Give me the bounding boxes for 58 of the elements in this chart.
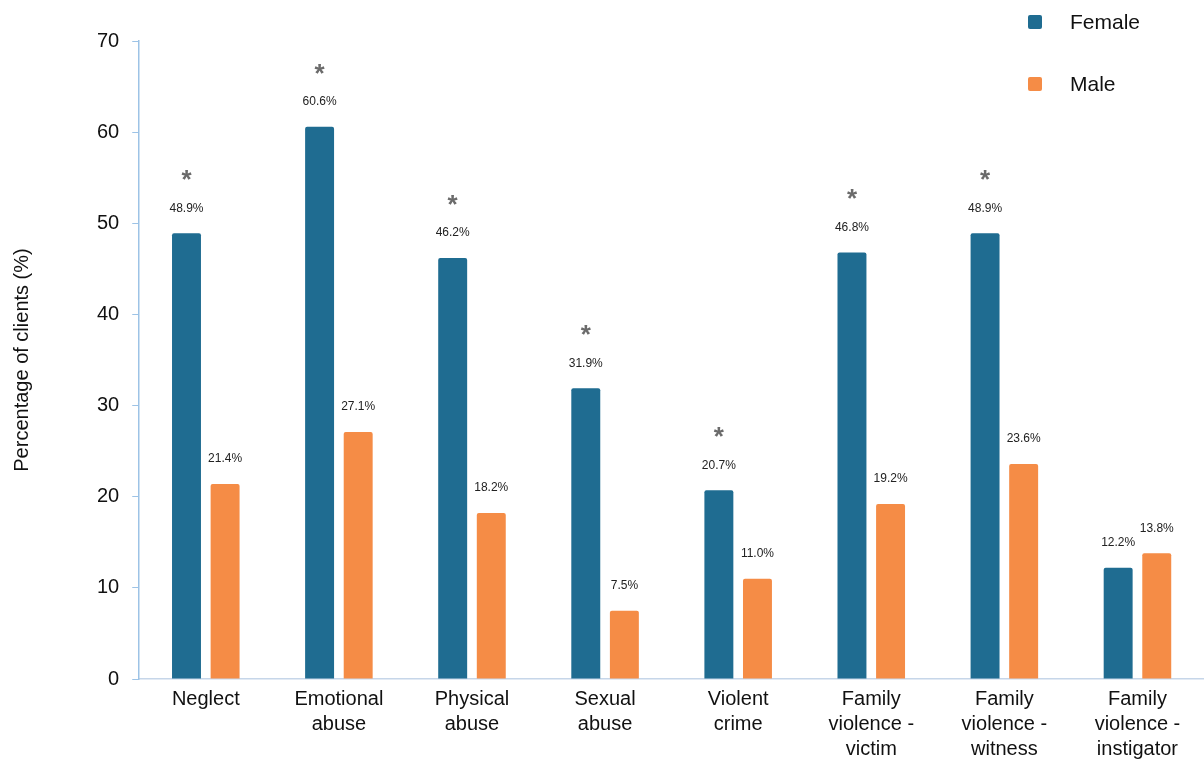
x-tick-label: Neglect xyxy=(171,687,241,710)
bar xyxy=(970,233,1000,679)
y-tick-label: 20 xyxy=(97,484,120,507)
bar xyxy=(1103,567,1133,679)
data-label: 31.9% xyxy=(568,355,604,370)
data-label: 7.5% xyxy=(610,577,639,592)
data-label: 13.8% xyxy=(1139,520,1175,535)
data-label: 12.2% xyxy=(1101,535,1136,550)
data-label: 60.6% xyxy=(302,93,337,108)
bar xyxy=(571,388,601,679)
y-tick-label: 30 xyxy=(97,393,120,416)
y-tick-label: 40 xyxy=(97,301,120,324)
data-label: 21.4% xyxy=(208,451,243,466)
bar xyxy=(305,126,335,679)
y-tick-label: 50 xyxy=(97,210,120,233)
annotation: * xyxy=(181,164,193,195)
x-tick-label: Violent crime xyxy=(707,687,770,735)
data-label: 11.0% xyxy=(740,546,775,561)
bar xyxy=(704,490,734,679)
bar xyxy=(876,504,906,679)
data-label: 23.6% xyxy=(1006,431,1041,446)
annotation: * xyxy=(314,57,326,88)
annotation: * xyxy=(846,183,858,214)
data-label: 20.7% xyxy=(701,457,737,472)
x-tick-label: Family violence - witness xyxy=(961,687,1048,760)
bar xyxy=(438,257,468,679)
y-tick-label: 10 xyxy=(97,575,120,598)
x-tick-label: Family violence - instigator xyxy=(1094,687,1181,760)
data-label: 48.9% xyxy=(968,200,1003,215)
y-tick-label: 0 xyxy=(108,666,120,689)
legend-label: Female xyxy=(1069,10,1140,34)
y-tick-label: 60 xyxy=(97,119,120,142)
data-label: 46.8% xyxy=(834,219,870,234)
bar xyxy=(1009,463,1039,679)
bar xyxy=(1142,553,1172,679)
bar xyxy=(609,610,639,679)
y-axis-title: Percentage of clients (%) xyxy=(9,248,32,472)
bar xyxy=(210,483,240,679)
data-label: 27.1% xyxy=(341,399,376,414)
annotation: * xyxy=(713,421,725,452)
bar xyxy=(172,233,201,679)
x-tick-label: Physical abuse xyxy=(434,687,510,735)
bar xyxy=(837,252,867,679)
data-label: 46.2% xyxy=(435,225,471,240)
x-tick-label: Family violence - victim xyxy=(828,687,915,760)
y-tick-label: 70 xyxy=(97,28,120,51)
annotation: * xyxy=(980,164,991,195)
data-label: 19.2% xyxy=(873,471,908,486)
annotation: * xyxy=(447,188,459,219)
bar xyxy=(743,578,772,679)
x-tick-label: Emotional abuse xyxy=(294,687,384,735)
x-tick-label: Sexual abuse xyxy=(574,687,636,735)
bar xyxy=(476,513,506,679)
legend-label: Male xyxy=(1069,72,1116,96)
annotation: * xyxy=(580,319,592,350)
bar xyxy=(343,432,373,679)
data-label: 18.2% xyxy=(474,480,509,495)
data-label: 48.9% xyxy=(169,200,204,215)
